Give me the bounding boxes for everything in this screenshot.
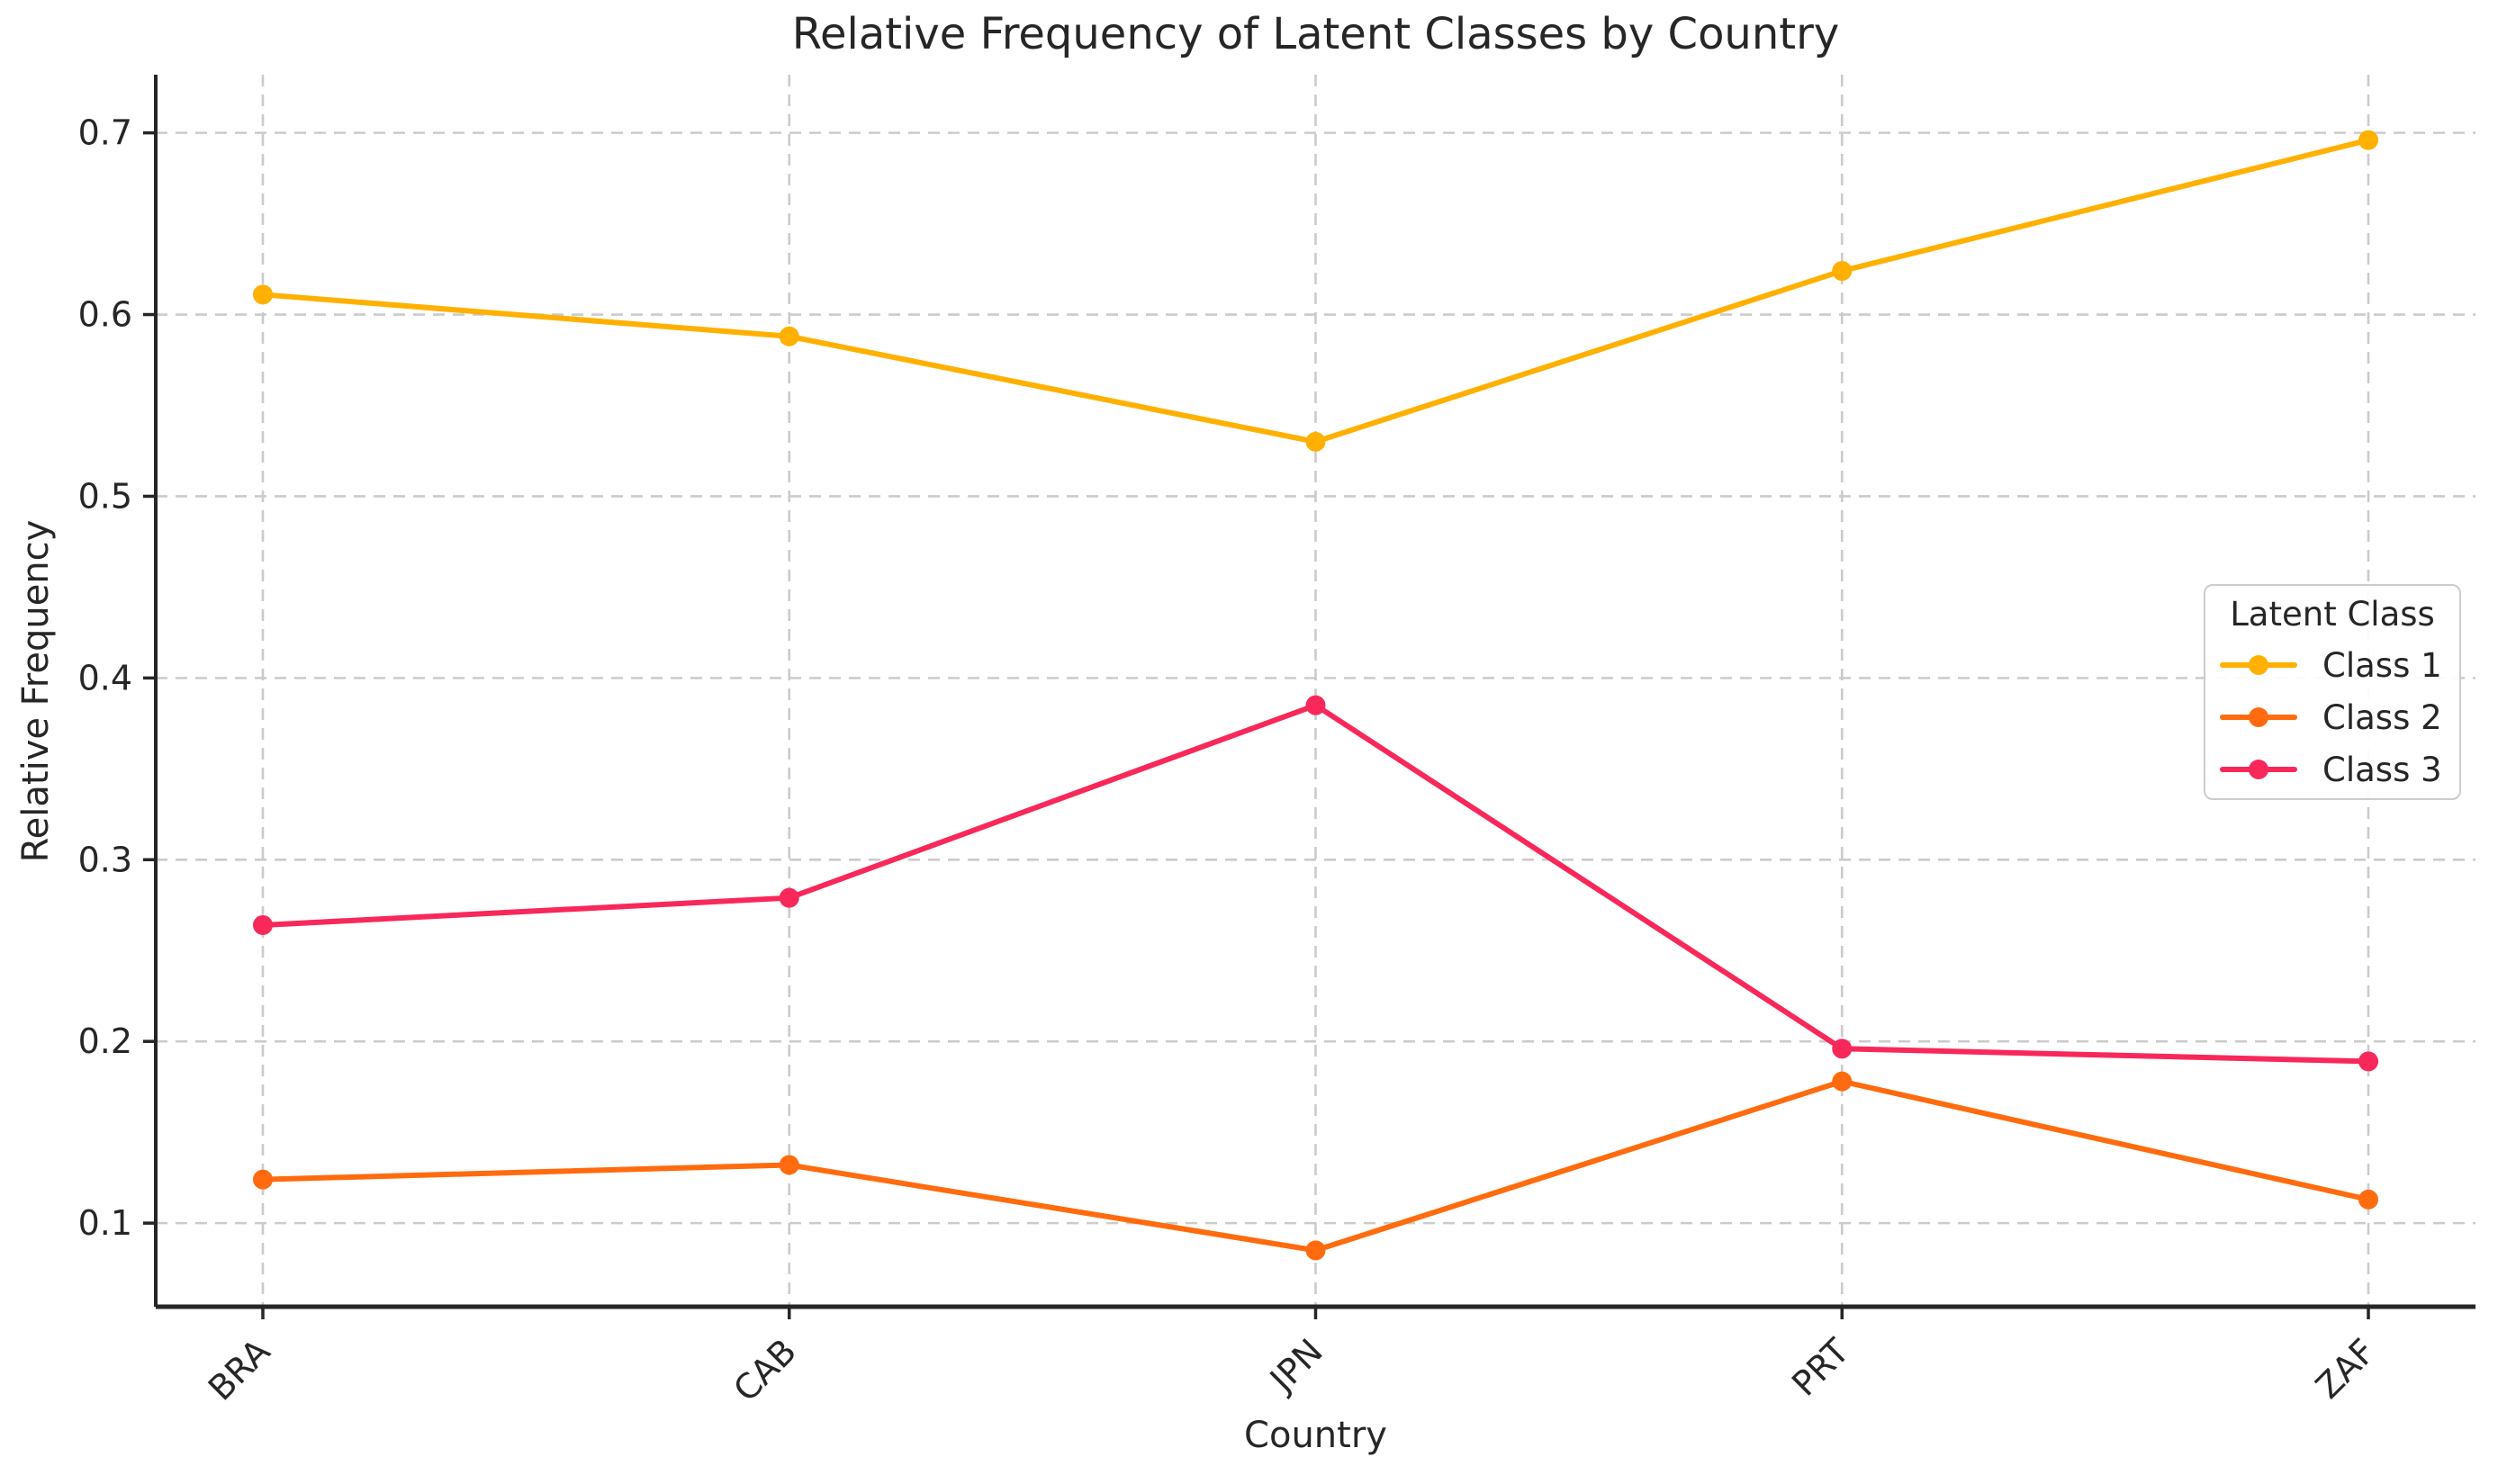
data-point-class-1-BRA — [253, 284, 273, 305]
data-point-class-1-ZAF — [2358, 130, 2378, 150]
legend: Latent Class Class 1 Class 2 Class 3 — [2204, 584, 2461, 800]
legend-entries: Class 1 Class 2 Class 3 — [2205, 639, 2459, 796]
data-point-class-2-CAB — [779, 1155, 799, 1175]
chart-title: Relative Frequency of Latent Classes by … — [791, 9, 1840, 59]
legend-title: Latent Class — [2230, 595, 2435, 634]
data-point-class-3-CAB — [779, 887, 799, 908]
legend-swatch-class-3 — [2220, 758, 2297, 781]
legend-entry-class-3: Class 3 — [2205, 743, 2459, 796]
legend-entry-label: Class 1 — [2322, 645, 2442, 685]
x-tick-label-JPN: JPN — [1261, 1331, 1330, 1400]
x-tick-label-PRT: PRT — [1784, 1331, 1857, 1404]
y-tick-label: 0.1 — [78, 1203, 132, 1243]
x-tick-label-BRA: BRA — [201, 1331, 278, 1408]
data-point-class-2-ZAF — [2358, 1189, 2378, 1210]
y-tick-label: 0.2 — [78, 1021, 132, 1061]
data-point-class-2-BRA — [253, 1169, 273, 1190]
y-tick-label: 0.3 — [78, 840, 132, 879]
data-point-class-3-BRA — [253, 914, 273, 935]
legend-entry-label: Class 3 — [2322, 750, 2442, 789]
data-point-class-1-CAB — [779, 326, 799, 346]
legend-marker-icon — [2249, 760, 2268, 779]
data-point-class-3-ZAF — [2358, 1051, 2378, 1072]
legend-marker-icon — [2249, 655, 2268, 675]
x-axis-label: Country — [1244, 1415, 1387, 1456]
data-point-class-3-JPN — [1305, 695, 1326, 715]
data-point-class-1-JPN — [1305, 431, 1326, 452]
legend-swatch-class-1 — [2220, 653, 2297, 677]
data-point-class-3-PRT — [1832, 1039, 1853, 1059]
legend-entry-class-1: Class 1 — [2205, 639, 2459, 691]
legend-swatch-class-2 — [2220, 706, 2297, 729]
legend-marker-icon — [2249, 707, 2268, 727]
x-tick-label-ZAF: ZAF — [2308, 1331, 2383, 1406]
data-point-class-2-PRT — [1832, 1071, 1853, 1092]
data-point-class-2-JPN — [1305, 1240, 1326, 1261]
legend-entry-label: Class 2 — [2322, 697, 2442, 737]
data-point-class-1-PRT — [1832, 261, 1853, 282]
y-tick-label: 0.4 — [78, 658, 132, 697]
y-tick-label: 0.5 — [78, 476, 132, 516]
x-tick-label-CAB: CAB — [726, 1331, 804, 1409]
y-tick-label: 0.6 — [78, 295, 132, 335]
legend-entry-class-2: Class 2 — [2205, 691, 2459, 743]
y-tick-label: 0.7 — [78, 113, 132, 153]
